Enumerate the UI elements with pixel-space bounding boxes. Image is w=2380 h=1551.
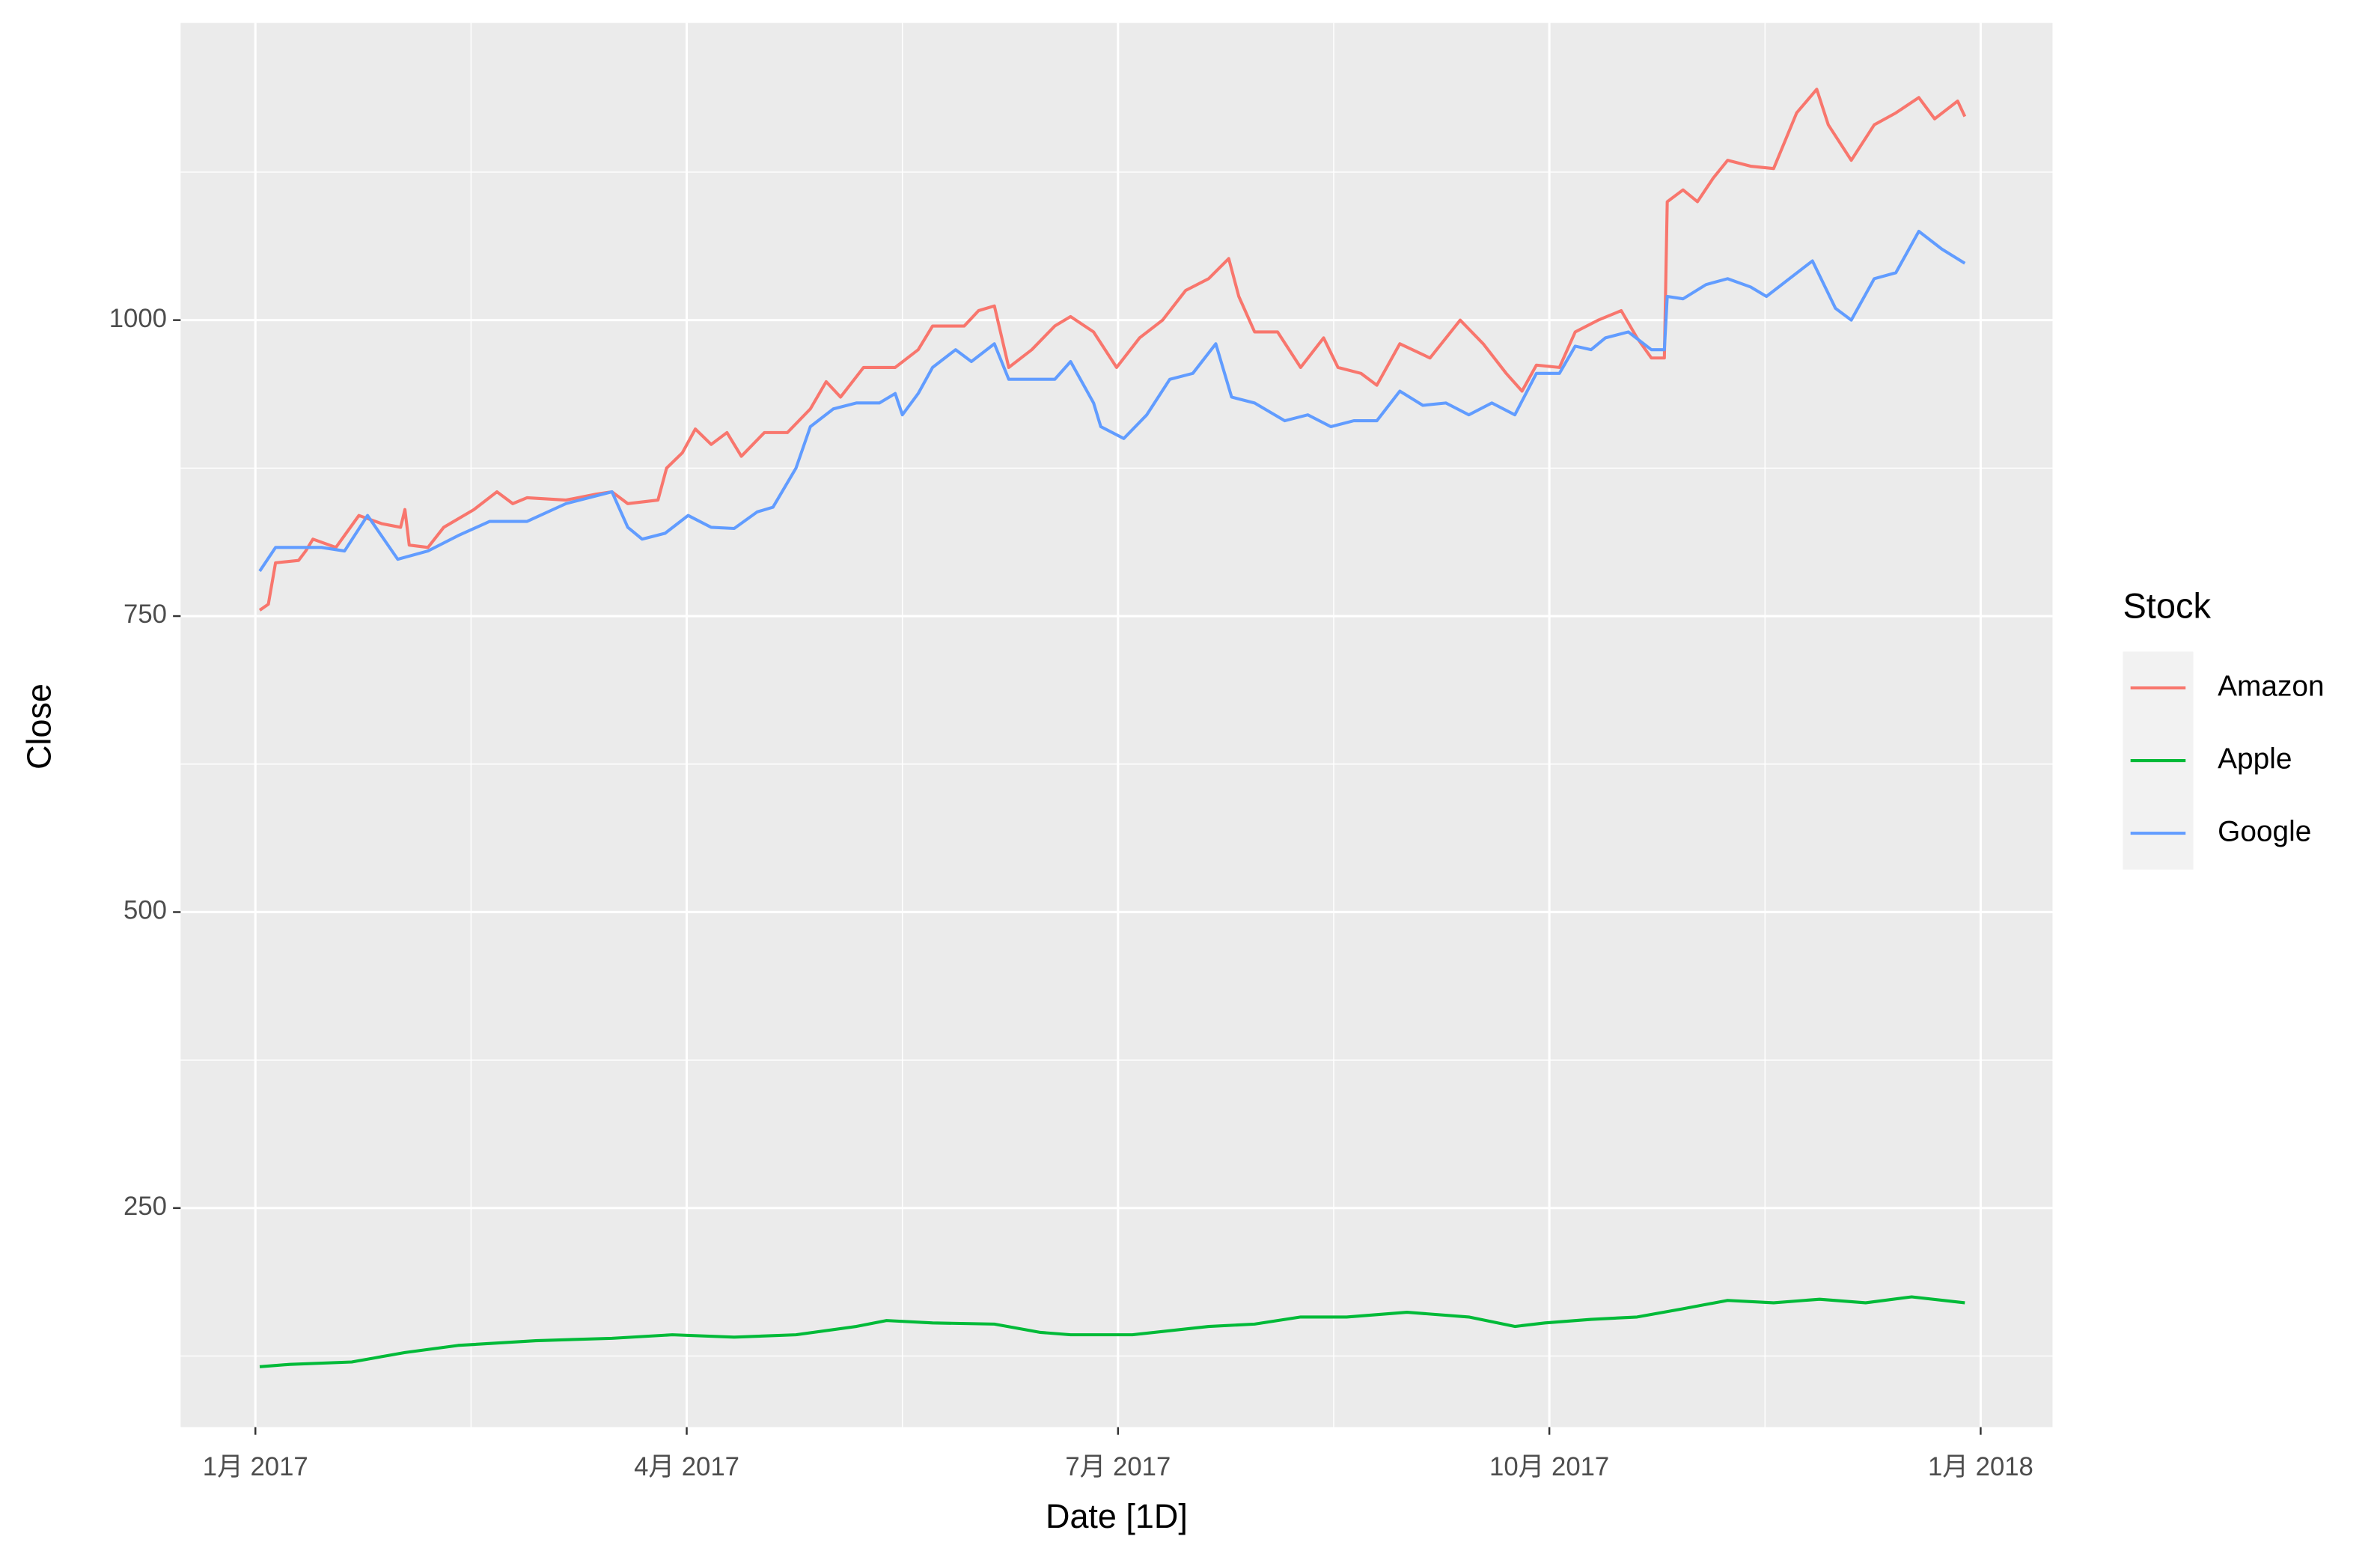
series-line — [258, 229, 1966, 573]
grid — [180, 22, 2053, 1427]
x-tick-label: 1月 2018 — [1928, 1453, 2033, 1481]
y-tick-label: 250 — [123, 1192, 167, 1221]
lines — [258, 88, 1967, 1368]
series-line — [258, 88, 1967, 612]
legend-title: Stock — [2123, 586, 2211, 626]
x-axis-title: Date [1D] — [1046, 1497, 1188, 1535]
series-line — [259, 1295, 1965, 1368]
x-tick-label: 4月 2017 — [634, 1453, 739, 1481]
legend: Stock Amazon Apple Google — [2123, 586, 2325, 870]
x-tick-label: 7月 2017 — [1065, 1453, 1171, 1481]
legend-label: Google — [2218, 815, 2311, 847]
y-tick-label: 1000 — [109, 305, 167, 333]
x-tick-label: 10月 2017 — [1489, 1453, 1609, 1481]
axes: 250 500 750 1000 1月 2017 4月 2017 7月 2017 10月 20… — [109, 305, 2033, 1481]
y-tick-label: 750 — [123, 600, 167, 629]
legend-label: Amazon — [2218, 670, 2324, 702]
plot-panel — [180, 22, 2053, 1427]
legend-label: Apple — [2218, 743, 2292, 775]
y-axis-title: Close — [19, 683, 58, 770]
y-tick-label: 500 — [123, 897, 167, 925]
x-tick-label: 1月 2017 — [203, 1453, 308, 1481]
